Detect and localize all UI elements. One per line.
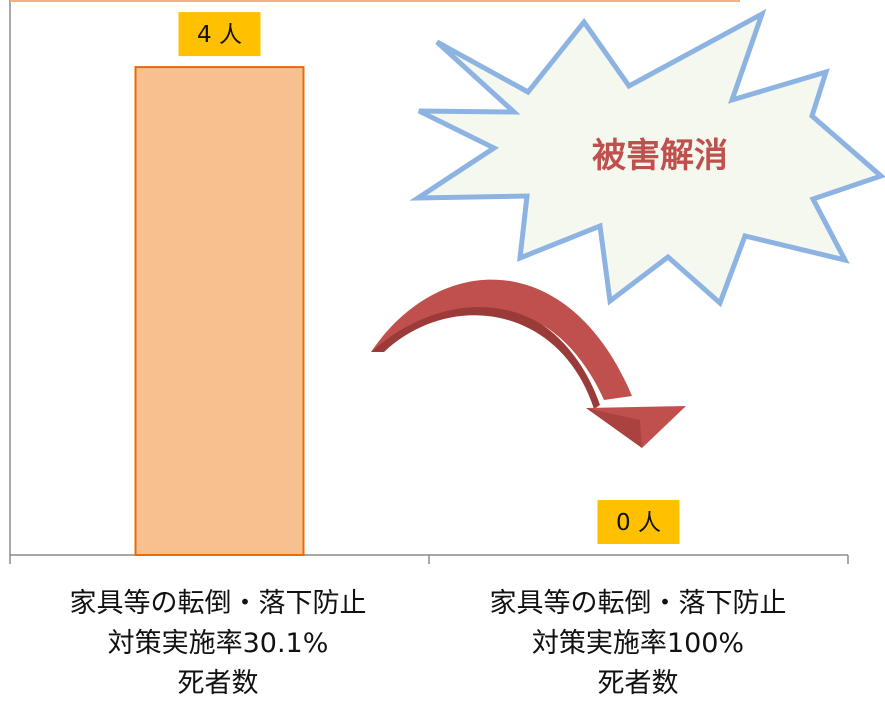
chart-bars bbox=[134, 66, 305, 556]
category-2-line-3: 死者数 bbox=[597, 668, 679, 699]
category-1-line-1: 家具等の転倒・落下防止 bbox=[69, 588, 367, 619]
arrow-body bbox=[371, 279, 632, 400]
data-label-text: 4 人 bbox=[197, 22, 242, 48]
data-label-1: 4 人 bbox=[178, 12, 261, 57]
bar-1 bbox=[134, 66, 305, 556]
curved-arrow-icon bbox=[371, 279, 686, 448]
arrow-head-shade bbox=[586, 408, 642, 448]
explosion-callout: 被害解消 bbox=[409, 8, 885, 308]
chart-data-labels: 4 人 0 人 bbox=[178, 12, 680, 544]
category-1-line-3: 死者数 bbox=[177, 668, 259, 699]
category-label-2: 家具等の転倒・落下防止 対策実施率100% 死者数 bbox=[488, 584, 788, 704]
category-2-line-1: 家具等の転倒・落下防止 bbox=[489, 588, 787, 619]
data-label-bg bbox=[597, 500, 680, 544]
category-2-line-2: 対策実施率100% bbox=[531, 628, 745, 659]
category-label-1: 家具等の転倒・落下防止 対策実施率30.1% 死者数 bbox=[68, 584, 368, 704]
callout-text: 被害解消 bbox=[592, 136, 728, 176]
category-1-line-2: 対策実施率30.1% bbox=[107, 628, 329, 659]
callout-star bbox=[409, 8, 885, 308]
data-label-text: 0 人 bbox=[616, 510, 661, 536]
arrow-shade bbox=[371, 302, 600, 409]
data-label-bg bbox=[178, 12, 261, 57]
data-label-2: 0 人 bbox=[597, 500, 680, 544]
